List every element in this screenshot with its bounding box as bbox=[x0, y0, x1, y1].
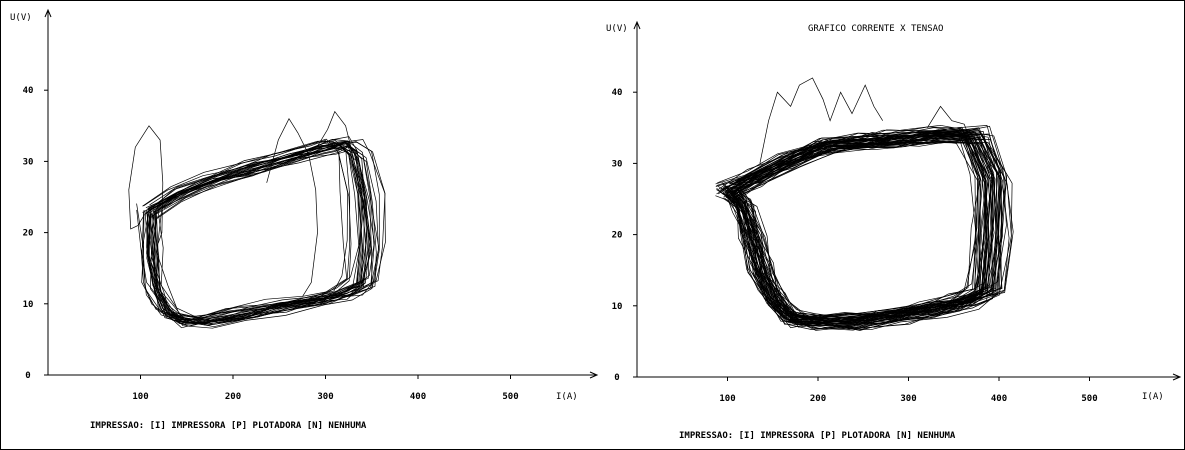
series-loop-line bbox=[740, 139, 1013, 329]
y-tick-label: 40 bbox=[612, 88, 623, 98]
series-loop-line bbox=[715, 126, 981, 318]
x-tick-label: 400 bbox=[410, 392, 426, 402]
chart-1: 100 200 300 400 500 0 10 20 30 40 U(V) I(A) IMPRESSA… bbox=[10, 8, 599, 431]
x-tick-label: 500 bbox=[502, 392, 518, 402]
series-loop-line bbox=[150, 149, 377, 328]
series-loop-line bbox=[725, 140, 980, 330]
series-line bbox=[759, 77, 883, 164]
series-line bbox=[927, 105, 972, 143]
series-loop-line bbox=[726, 127, 997, 320]
x-tick-label: 200 bbox=[225, 392, 241, 402]
x-axis-arrow bbox=[1172, 373, 1182, 381]
series-loop-line bbox=[717, 127, 986, 318]
x-axis-label: I(A) bbox=[556, 392, 578, 402]
series-loop-line bbox=[727, 134, 988, 329]
x-tick-label: 300 bbox=[317, 392, 333, 402]
x-axis-arrow bbox=[589, 371, 599, 379]
series-loop-line bbox=[147, 146, 368, 329]
series-loop-line bbox=[732, 133, 1007, 323]
series-loop-line bbox=[725, 129, 993, 322]
x-tick-label: 100 bbox=[132, 392, 148, 402]
y-axis-arrow bbox=[44, 8, 52, 18]
series-loop-line bbox=[732, 137, 1003, 329]
y-axis-arrow bbox=[633, 20, 641, 30]
y-tick-label: 0 bbox=[614, 373, 619, 383]
y-tick-label: 20 bbox=[23, 229, 34, 239]
x-tick-label: 500 bbox=[1081, 394, 1097, 404]
y-tick-label: 30 bbox=[23, 157, 34, 167]
y-tick-label: 20 bbox=[612, 231, 623, 241]
y-axis-label: U(V) bbox=[606, 24, 628, 34]
series-loop-line bbox=[716, 131, 982, 327]
series-loop-line bbox=[136, 139, 348, 318]
series-loop-line bbox=[151, 145, 379, 326]
x-tick-label: 200 bbox=[810, 394, 826, 404]
series-line bbox=[128, 125, 164, 244]
series-loop-line bbox=[728, 131, 993, 317]
y-tick-label: 40 bbox=[23, 86, 34, 96]
x-tick-label: 100 bbox=[719, 394, 735, 404]
series-loop-line bbox=[141, 140, 360, 320]
x-axis-label: I(A) bbox=[1142, 392, 1164, 402]
series-line bbox=[316, 110, 352, 148]
y-tick-label: 0 bbox=[25, 371, 30, 381]
series-loop-line bbox=[716, 129, 978, 319]
series-loop-line bbox=[147, 143, 365, 325]
chart-2: 100 200 300 400 500 0 10 20 30 40 U(V) I(A) GRAFICO … bbox=[606, 20, 1182, 441]
series-loop-line bbox=[152, 145, 380, 325]
series-line bbox=[266, 117, 318, 297]
y-axis-label: U(V) bbox=[10, 13, 32, 23]
print-options-menu: IMPRESSAO: [I] IMPRESSORA [P] PLOTADORA … bbox=[90, 421, 367, 431]
y-tick-label: 30 bbox=[612, 159, 623, 169]
series-loop-line bbox=[150, 139, 375, 321]
series-loop-line bbox=[156, 139, 386, 322]
x-tick-label: 300 bbox=[900, 394, 916, 404]
series-loop-line bbox=[146, 140, 352, 317]
print-options-menu: IMPRESSAO: [I] IMPRESSORA [P] PLOTADORA … bbox=[679, 431, 956, 441]
chart-title: GRAFICO CORRENTE X TENSAO bbox=[808, 24, 943, 34]
x-tick-label: 400 bbox=[991, 394, 1007, 404]
series-loop-line bbox=[736, 129, 1014, 325]
y-tick-label: 10 bbox=[23, 300, 34, 310]
series-loop-line bbox=[148, 142, 373, 322]
y-tick-label: 10 bbox=[612, 302, 623, 312]
